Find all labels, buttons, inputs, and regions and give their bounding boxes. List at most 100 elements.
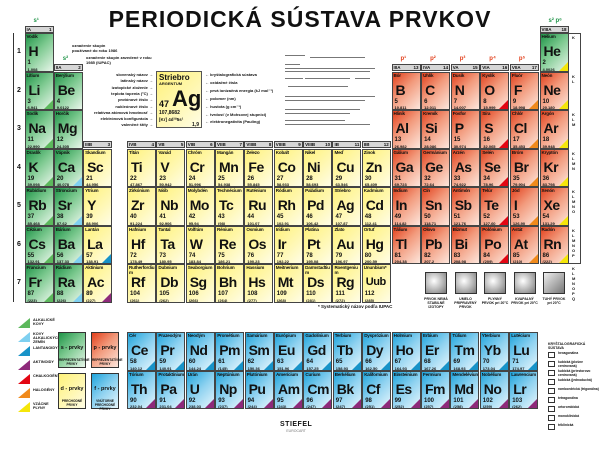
element-cell-Lu[interactable]: Lutécium Lu 71 174,97 bbox=[509, 332, 539, 371]
element-cell-Bi[interactable]: Bizmut Bi 83 208,98 bbox=[450, 225, 480, 264]
element-cell-Xe[interactable]: Xenón Xe 54 131,29 bbox=[539, 187, 569, 226]
element-cell-Am[interactable]: Amerícium Am 95 (243) bbox=[274, 370, 303, 409]
element-cell-Hs[interactable]: Hassium Hs 108 (277) bbox=[244, 264, 274, 303]
element-cell-Bh[interactable]: Bohrium Bh 107 (264) bbox=[215, 264, 245, 303]
element-cell-Mg[interactable]: Horčík Mg 12 24,305 bbox=[53, 110, 83, 149]
element-cell-Cf[interactable]: Kalifornium Cf 98 (251) bbox=[362, 370, 392, 409]
element-cell-Hg[interactable]: Ortuť Hg 80 200,59 bbox=[361, 225, 391, 264]
element-cell-Co[interactable]: Kobalt Co 27 58,933 bbox=[273, 148, 303, 187]
element-cell-S[interactable]: Síra S 16 32,065 bbox=[480, 110, 510, 149]
element-cell-Zn[interactable]: Zinok Zn 30 65,409 bbox=[361, 148, 391, 187]
element-cell-Fm[interactable]: Fermium Fm 100 (257) bbox=[421, 370, 450, 409]
element-cell-Fe[interactable]: Železo Fe 26 55,845 bbox=[244, 148, 274, 187]
element-cell-Ho[interactable]: Holmium Ho 67 164,93 bbox=[391, 332, 421, 371]
element-cell-Rh[interactable]: Ródium Rh 45 102,91 bbox=[273, 187, 303, 226]
element-cell-Sr[interactable]: Stroncium Sr 38 87,62 bbox=[53, 187, 83, 226]
element-cell-Y[interactable]: Ytrium Y 39 88,906 bbox=[83, 187, 113, 226]
element-cell-La[interactable]: Lantán La 57 138,91 bbox=[83, 225, 113, 264]
element-cell-Po[interactable]: Polónium Po 84 (209) bbox=[480, 225, 510, 264]
element-cell-Dy[interactable]: Dysprózium Dy 66 162,50 bbox=[362, 332, 392, 371]
element-cell-Cr[interactable]: Chróm Cr 24 51,996 bbox=[185, 148, 215, 187]
element-cell-Np[interactable]: Neptúnium Np 93 (237) bbox=[215, 370, 245, 409]
element-cell-Bk[interactable]: Berkélium Bk 97 (247) bbox=[332, 370, 362, 409]
element-cell-Al[interactable]: Hliník Al 13 26,982 bbox=[391, 110, 421, 149]
element-cell-U[interactable]: Urán U 92 238,03 bbox=[185, 370, 215, 409]
element-cell-V[interactable]: Vanád V 23 50,942 bbox=[156, 148, 186, 187]
element-cell-Ba[interactable]: Bárium Ba 56 137,33 bbox=[53, 225, 83, 264]
element-cell-Pu[interactable]: Plutónium Pu 94 (244) bbox=[244, 370, 274, 409]
element-cell-Os[interactable]: Osmium Os 76 190,23 bbox=[244, 225, 274, 264]
element-cell-No[interactable]: Nobélium No 102 (259) bbox=[479, 370, 509, 409]
element-cell-P[interactable]: Fosfor P 15 30,974 bbox=[450, 110, 480, 149]
element-cell-Hf[interactable]: Hafnium Hf 72 178,49 bbox=[127, 225, 156, 264]
element-cell-Ar[interactable]: Argón Ar 18 39,948 bbox=[539, 110, 569, 149]
element-cell-C[interactable]: Uhlík C 6 12,011 bbox=[421, 71, 451, 110]
element-cell-Rb[interactable]: Rubídium Rb 37 85,468 bbox=[24, 187, 54, 226]
element-cell-Ca[interactable]: Vápnik Ca 20 40,078 bbox=[53, 148, 83, 187]
element-cell-Cd[interactable]: Kadmium Cd 48 112,41 bbox=[361, 187, 391, 226]
element-cell-Rg[interactable]: Roentgenium Rg 111 (272) bbox=[332, 264, 362, 303]
element-cell-Cs[interactable]: Cézium Cs 55 132,91 bbox=[24, 225, 54, 264]
element-cell-Fr[interactable]: Francium Fr 87 (223) bbox=[24, 264, 54, 303]
element-cell-Ir[interactable]: Irídium Ir 77 192,22 bbox=[273, 225, 303, 264]
element-cell-In[interactable]: Indium In 49 114,82 bbox=[391, 187, 421, 226]
element-cell-Si[interactable]: Kremík Si 14 28,086 bbox=[421, 110, 451, 149]
element-cell-Ta[interactable]: Tantal Ta 73 180,95 bbox=[156, 225, 186, 264]
element-cell-Tm[interactable]: Túlium Tm 69 168,93 bbox=[450, 332, 480, 371]
element-cell-Cu[interactable]: Meď Cu 29 63,546 bbox=[332, 148, 362, 187]
element-cell-Nb[interactable]: Niób Nb 41 92,906 bbox=[156, 187, 186, 226]
element-cell-O[interactable]: Kyslík O 8 15,999 bbox=[480, 71, 510, 110]
element-cell-H[interactable]: Vodík H 1 1,008 bbox=[24, 33, 54, 72]
element-cell-Mn[interactable]: Mangán Mn 25 54,938 bbox=[215, 148, 245, 187]
element-cell-Sb[interactable]: Antimón Sb 51 121,76 bbox=[450, 187, 480, 226]
element-cell-Zr[interactable]: Zirkónium Zr 40 91,224 bbox=[127, 187, 156, 226]
element-cell-Ag[interactable]: Striebro Ag 47 107,87 bbox=[332, 187, 362, 226]
element-cell-Be[interactable]: Berýlium Be 4 9,0122 bbox=[53, 71, 83, 110]
element-cell-Ac[interactable]: Aktínium Ac 89 (227) bbox=[83, 264, 113, 303]
element-cell-Uub[interactable]: Ununbium* Uub 112 (285) bbox=[361, 264, 391, 303]
element-cell-Ne[interactable]: Neón Ne 10 20,180 bbox=[539, 71, 569, 110]
element-cell-Br[interactable]: Bróm Br 35 79,904 bbox=[509, 148, 539, 187]
element-cell-Tc[interactable]: Technécium Tc 43 (98) bbox=[215, 187, 245, 226]
element-cell-He[interactable]: Hélium He 2 4,0026 bbox=[539, 33, 569, 72]
element-cell-Cl[interactable]: Chlór Cl 17 35,453 bbox=[509, 110, 539, 149]
element-cell-Es[interactable]: Einsteinium Es 99 (252) bbox=[391, 370, 421, 409]
element-cell-Na[interactable]: Sodík Na 11 22,990 bbox=[24, 110, 54, 149]
element-cell-Lr[interactable]: Lawrencium Lr 103 (262) bbox=[509, 370, 539, 409]
element-cell-Er[interactable]: Erbium Er 68 167,26 bbox=[421, 332, 450, 371]
element-cell-As[interactable]: Arzén As 33 74,922 bbox=[450, 148, 480, 187]
element-cell-Mo[interactable]: Molybdén Mo 42 95,94 bbox=[185, 187, 215, 226]
element-cell-F[interactable]: Fluór F 9 18,998 bbox=[509, 71, 539, 110]
element-cell-Ti[interactable]: Titán Ti 22 47,867 bbox=[127, 148, 156, 187]
element-cell-Gd[interactable]: Gadolínium Gd 64 157,25 bbox=[303, 332, 333, 371]
element-cell-Nd[interactable]: Neodým Nd 60 144,24 bbox=[185, 332, 215, 371]
element-cell-Mt[interactable]: Meitnerium Mt 109 (268) bbox=[273, 264, 303, 303]
element-cell-I[interactable]: Jód I 53 126,90 bbox=[509, 187, 539, 226]
element-cell-W[interactable]: Volfrám W 74 183,84 bbox=[185, 225, 215, 264]
element-cell-Sc[interactable]: Skandium Sc 21 44,956 bbox=[83, 148, 113, 187]
element-cell-Au[interactable]: Zlato Au 79 196,97 bbox=[332, 225, 362, 264]
element-cell-Ga[interactable]: Gálium Ga 31 69,723 bbox=[391, 148, 421, 187]
element-cell-Pd[interactable]: Paládium Pd 46 106,42 bbox=[303, 187, 333, 226]
element-cell-Pm[interactable]: Prométium Pm 61 (145) bbox=[215, 332, 245, 371]
element-cell-Rn[interactable]: Radón Rn 86 (222) bbox=[539, 225, 569, 264]
element-cell-Cm[interactable]: Curium Cm 96 (247) bbox=[303, 370, 333, 409]
element-cell-Li[interactable]: Lítium Li 3 6,941 bbox=[24, 71, 54, 110]
element-cell-Th[interactable]: Tórium Th 90 232,04 bbox=[127, 370, 156, 409]
element-cell-At[interactable]: Astát At 85 (210) bbox=[509, 225, 539, 264]
element-cell-Sm[interactable]: Samárium Sm 62 150,36 bbox=[244, 332, 274, 371]
element-cell-Db[interactable]: Dubnium Db 105 (262) bbox=[156, 264, 186, 303]
element-cell-N[interactable]: Dusík N 7 14,007 bbox=[450, 71, 480, 110]
element-cell-Tb[interactable]: Terbium Tb 65 158,93 bbox=[332, 332, 362, 371]
element-cell-Ce[interactable]: Cér Ce 58 140,12 bbox=[127, 332, 156, 371]
element-cell-Pr[interactable]: Prazeodým Pr 59 140,91 bbox=[156, 332, 186, 371]
element-cell-Kr[interactable]: Kryptón Kr 36 83,798 bbox=[539, 148, 569, 187]
element-cell-Pt[interactable]: Platina Pt 78 195,08 bbox=[303, 225, 333, 264]
element-cell-Yb[interactable]: Yterbium Yb 70 173,04 bbox=[479, 332, 509, 371]
element-cell-Md[interactable]: Mendelévium Md 101 (258) bbox=[450, 370, 480, 409]
element-cell-Se[interactable]: Selén Se 34 78,96 bbox=[480, 148, 510, 187]
element-cell-Ru[interactable]: Ruténium Ru 44 101,07 bbox=[244, 187, 274, 226]
element-cell-Ni[interactable]: Nikel Ni 28 58,693 bbox=[303, 148, 333, 187]
element-cell-Re[interactable]: Rénium Re 75 186,21 bbox=[215, 225, 245, 264]
element-cell-Eu[interactable]: Európium Eu 63 151,96 bbox=[274, 332, 303, 371]
